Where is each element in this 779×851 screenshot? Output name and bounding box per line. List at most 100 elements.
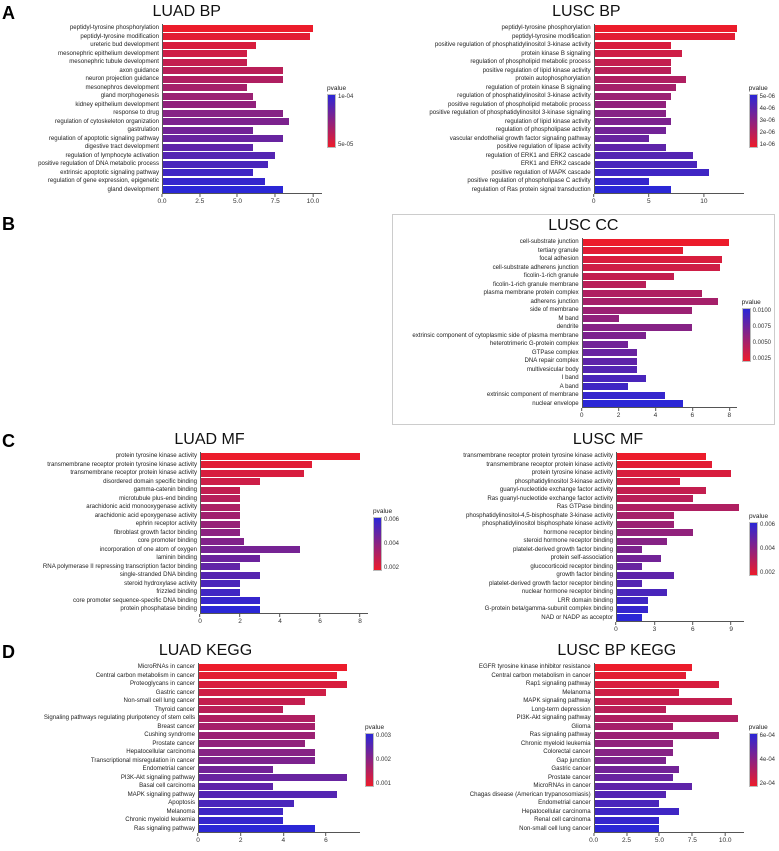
x-axis-tick: 2 bbox=[239, 833, 242, 844]
bar-track bbox=[615, 597, 744, 606]
bar bbox=[593, 723, 673, 731]
tick-label: 4 bbox=[653, 412, 658, 419]
tick-mark bbox=[618, 408, 620, 411]
plot-area: transmembrane receptor protein tyrosine … bbox=[441, 452, 744, 636]
bar-track bbox=[198, 774, 360, 783]
x-axis-tick: 5 bbox=[647, 194, 651, 205]
category-label: response to drug bbox=[113, 109, 159, 116]
category-label: Thyroid cancer bbox=[154, 705, 195, 713]
chart-row: Gastric cancer bbox=[459, 765, 744, 774]
bar-track bbox=[198, 765, 360, 774]
tick-label: 2.5 bbox=[195, 198, 205, 205]
category-label: neuron projection guidance bbox=[85, 75, 159, 82]
bar-track bbox=[198, 723, 360, 732]
bar bbox=[593, 808, 680, 816]
chart-row: mesonephric tubule development bbox=[20, 58, 322, 67]
chart-row: core promoter binding bbox=[20, 537, 368, 546]
chart-row: protein kinase B signaling bbox=[398, 50, 744, 59]
bar-track bbox=[162, 152, 322, 161]
legend-colorbar bbox=[748, 93, 758, 148]
bar bbox=[581, 366, 637, 374]
bar bbox=[593, 748, 673, 756]
x-axis-tick: 0 bbox=[580, 408, 583, 419]
bar-track bbox=[593, 757, 744, 766]
bar bbox=[198, 816, 284, 824]
chart-lusc-bp: LUSC BP peptidyl-tyrosine phosphorylatio… bbox=[398, 3, 775, 208]
bar bbox=[615, 563, 642, 571]
category-label: Ras GTPase binding bbox=[556, 503, 613, 510]
category-label: Chagas disease (American trypanosomiasis… bbox=[469, 790, 591, 798]
bar bbox=[198, 714, 316, 722]
bar-track bbox=[581, 391, 737, 400]
legend-tick-label: 2e-04 bbox=[759, 780, 775, 787]
chart-row: nuclear envelope bbox=[396, 400, 737, 409]
chart-row: Non-small cell lung cancer bbox=[20, 697, 360, 706]
bar bbox=[615, 597, 648, 605]
bar bbox=[593, 697, 732, 705]
chart-row: ficolin-1-rich granule bbox=[396, 272, 737, 281]
legend-title: pvalue bbox=[741, 298, 761, 306]
bar bbox=[593, 782, 693, 790]
category-label: glucocorticoid receptor binding bbox=[530, 562, 613, 570]
bar-track bbox=[162, 109, 322, 118]
chart-row: steroid hormone receptor binding bbox=[441, 537, 744, 546]
bar bbox=[593, 680, 719, 688]
x-axis-tick: 6 bbox=[318, 613, 322, 625]
bar-track bbox=[615, 503, 744, 512]
tick-mark bbox=[691, 833, 693, 836]
tick-mark bbox=[730, 622, 732, 625]
chart-row: Breast cancer bbox=[20, 723, 360, 732]
bar-track bbox=[615, 529, 744, 538]
bar bbox=[198, 825, 316, 833]
bar-track bbox=[200, 537, 368, 546]
tick-label: 8 bbox=[727, 412, 732, 419]
legend-tick-label: 0.0075 bbox=[752, 323, 771, 330]
bar-track bbox=[593, 697, 744, 706]
category-label: nuclear envelope bbox=[532, 399, 579, 407]
tick-label: 7.5 bbox=[270, 198, 280, 205]
chart-row: regulation of gene expression, epigeneti… bbox=[20, 177, 322, 186]
bar bbox=[615, 461, 712, 469]
bar bbox=[593, 101, 667, 109]
bar-track bbox=[200, 520, 368, 529]
chart-row: Chagas disease (American trypanosomiasis… bbox=[459, 791, 744, 800]
bar bbox=[593, 169, 710, 177]
bar-track bbox=[593, 663, 744, 672]
bar-track bbox=[593, 816, 744, 825]
tick-mark bbox=[199, 613, 201, 617]
bar bbox=[593, 689, 680, 697]
category-label: transmembrane receptor protein tyrosine … bbox=[463, 452, 613, 459]
bar bbox=[200, 512, 240, 520]
category-label: steroid hydroxylase activity bbox=[124, 579, 197, 587]
category-label: arachidonic acid epoxygenase activity bbox=[94, 511, 197, 519]
chart-row: Gastric cancer bbox=[20, 689, 360, 698]
bar bbox=[593, 177, 649, 185]
bar bbox=[593, 706, 666, 714]
tick-mark bbox=[593, 194, 595, 197]
legend-colorbar bbox=[327, 93, 336, 148]
bar-track bbox=[200, 571, 368, 580]
bar bbox=[198, 740, 305, 748]
bar bbox=[593, 126, 667, 134]
bar bbox=[593, 816, 660, 824]
category-label: positive regulation of phosphatidylinosi… bbox=[434, 41, 591, 48]
bar bbox=[593, 58, 671, 66]
bar bbox=[581, 349, 637, 357]
x-axis-tick: 4 bbox=[278, 613, 282, 625]
category-label: ficolin-1-rich granule bbox=[523, 272, 579, 279]
bar-track bbox=[593, 774, 744, 783]
chart-row: ficolin-1-rich granule membrane bbox=[396, 281, 737, 290]
chart-row: response to drug bbox=[20, 109, 322, 118]
category-label: protein phosphatase binding bbox=[120, 605, 197, 612]
bar-track bbox=[615, 605, 744, 614]
chart-row: platelet-derived growth factor receptor … bbox=[441, 580, 744, 589]
bar bbox=[581, 383, 628, 391]
bar-track bbox=[593, 723, 744, 732]
category-label: regulation of phospholipase activity bbox=[495, 126, 591, 133]
category-label: DNA repair complex bbox=[524, 357, 579, 364]
bar-track bbox=[200, 461, 368, 470]
bar bbox=[162, 67, 283, 75]
chart-row: phosphatidylinositol bisphosphate kinase… bbox=[441, 520, 744, 529]
tick-label: 9 bbox=[729, 626, 733, 633]
